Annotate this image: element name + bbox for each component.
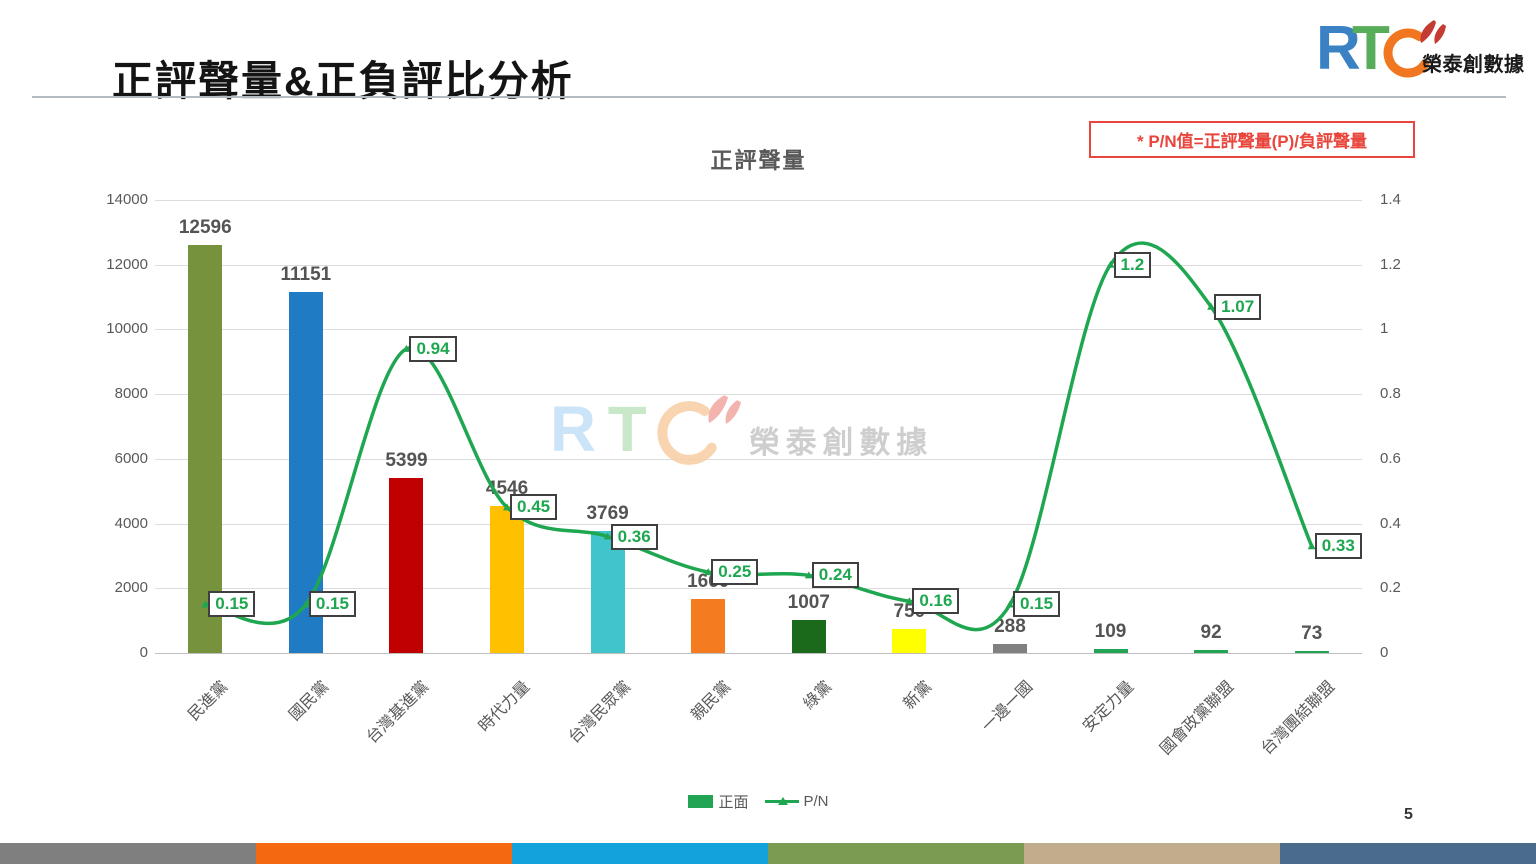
pn-value-label: 1.07 bbox=[1214, 293, 1262, 320]
right-axis-tick: 1 bbox=[1380, 320, 1389, 338]
right-axis-tick: 0.4 bbox=[1380, 514, 1401, 532]
pn-value-label: 0.36 bbox=[610, 523, 658, 550]
bar-value-label: 3769 bbox=[586, 503, 629, 525]
pn-marker-icon bbox=[777, 797, 788, 805]
bar-value-label: 11151 bbox=[280, 264, 332, 286]
header-divider bbox=[32, 96, 1506, 98]
pn-series-swatch bbox=[764, 797, 799, 805]
bar-6 bbox=[691, 599, 726, 653]
gridline bbox=[155, 329, 1362, 331]
watermark-flame-icon bbox=[708, 395, 742, 425]
legend-label-positive: 正面 bbox=[718, 794, 749, 811]
left-axis-tick: 12000 bbox=[106, 255, 148, 273]
footer-color-band-6 bbox=[1280, 843, 1536, 864]
right-axis-tick: 0 bbox=[1380, 644, 1389, 661]
bar-4 bbox=[490, 505, 525, 653]
bar-11 bbox=[1194, 650, 1229, 653]
pn-value-label: 0.15 bbox=[308, 591, 356, 618]
pn-value-label: 0.94 bbox=[409, 335, 457, 362]
left-axis-tick: 6000 bbox=[114, 449, 148, 467]
left-axis-tick: 0 bbox=[139, 644, 148, 661]
gridline bbox=[155, 523, 1362, 525]
pn-value-label: 0.25 bbox=[711, 559, 759, 586]
page-number: 5 bbox=[1404, 806, 1413, 823]
positive-series-swatch bbox=[688, 795, 714, 808]
watermark-letter-r: R bbox=[550, 394, 596, 465]
pn-value-label: 0.24 bbox=[811, 562, 859, 589]
bar-3 bbox=[389, 478, 424, 653]
bar-7 bbox=[791, 620, 826, 653]
footer-color-band-3 bbox=[512, 843, 768, 864]
pn-value-label: 0.15 bbox=[1012, 591, 1061, 618]
bar-value-label: 73 bbox=[1301, 622, 1323, 644]
bar-12 bbox=[1294, 650, 1329, 653]
left-axis-tick: 8000 bbox=[114, 385, 148, 403]
gridline bbox=[155, 200, 1362, 201]
footer-color-band-1 bbox=[0, 843, 256, 864]
right-axis-tick: 1.2 bbox=[1380, 255, 1401, 273]
bar-9 bbox=[992, 643, 1027, 653]
x-axis-line bbox=[155, 653, 1362, 654]
legend-item-positive: 正面 bbox=[688, 791, 749, 812]
chart-legend: 正面 P/N bbox=[155, 791, 1362, 812]
pn-value-label: 0.33 bbox=[1314, 533, 1362, 560]
pn-value-label: 0.16 bbox=[912, 588, 960, 615]
left-axis-tick: 2000 bbox=[114, 579, 148, 597]
right-axis-tick: 0.2 bbox=[1380, 579, 1401, 597]
logo-flame-icon bbox=[1420, 20, 1446, 44]
right-axis-tick: 0.6 bbox=[1380, 449, 1401, 467]
watermark-company-name: 榮泰創數據 bbox=[749, 425, 933, 460]
footer-color-band-4 bbox=[768, 843, 1024, 864]
pn-formula-note: * P/N值=正評聲量(P)/負評聲量 bbox=[1089, 121, 1415, 158]
rtc-watermark: R T 榮泰創數據 bbox=[550, 394, 933, 465]
left-axis-tick: 10000 bbox=[106, 320, 148, 338]
pn-value-label: 1.2 bbox=[1113, 251, 1152, 278]
legend-label-pn: P/N bbox=[803, 793, 829, 810]
right-axis-tick: 1.4 bbox=[1380, 191, 1401, 208]
left-axis-tick: 14000 bbox=[106, 191, 148, 208]
bar-8 bbox=[892, 628, 927, 653]
logo-letter-r: R bbox=[1316, 18, 1361, 82]
logo-letter-c bbox=[1383, 28, 1430, 78]
legend-item-pn: P/N bbox=[764, 793, 829, 810]
bar-10 bbox=[1093, 649, 1128, 653]
watermark-letter-c bbox=[657, 401, 717, 465]
footer-color-band-5 bbox=[1024, 843, 1280, 864]
footer-color-band-2 bbox=[256, 843, 512, 864]
chart-title: 正評聲量 bbox=[710, 148, 807, 173]
logo-company-name: 榮泰創數據 bbox=[1422, 52, 1525, 76]
right-axis-tick: 0.8 bbox=[1380, 385, 1401, 403]
pn-value-label: 0.45 bbox=[510, 494, 558, 521]
footer-color-strip bbox=[0, 843, 1536, 864]
bar-value-label: 12596 bbox=[178, 217, 232, 239]
watermark-letter-t: T bbox=[608, 394, 647, 465]
pn-value-label: 0.15 bbox=[208, 591, 256, 618]
left-axis-tick: 4000 bbox=[114, 514, 148, 532]
rtc-logo: R T 榮泰創數據 bbox=[1316, 18, 1525, 82]
bar-value-label: 5399 bbox=[385, 450, 428, 472]
